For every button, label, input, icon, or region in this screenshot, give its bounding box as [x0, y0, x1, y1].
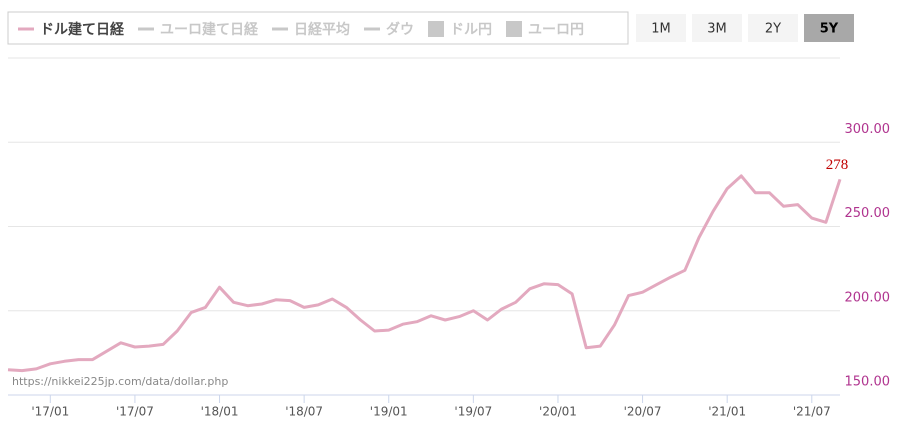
legend-label[interactable]: ドル円 — [450, 22, 492, 38]
y-tick-label: 250.00 — [845, 206, 891, 221]
range-button-label[interactable]: 3M — [707, 22, 727, 37]
legend-label[interactable]: ユーロ建て日経 — [160, 21, 259, 38]
x-tick-label: '18/07 — [285, 405, 323, 419]
legend-symbol — [428, 21, 444, 37]
source-url: https://nikkei225jp.com/data/dollar.php — [12, 375, 228, 388]
x-tick-label: '17/07 — [116, 405, 154, 419]
legend-symbol — [506, 21, 522, 37]
x-tick-label: '17/01 — [31, 405, 69, 419]
range-button-label[interactable]: 5Y — [820, 22, 839, 37]
legend-label[interactable]: 日経平均 — [294, 21, 350, 38]
x-tick-label: '19/01 — [370, 405, 408, 419]
range-button[interactable] — [636, 14, 686, 42]
x-tick-label: '19/07 — [454, 405, 492, 419]
range-button-label[interactable]: 2Y — [765, 22, 781, 37]
y-tick-label: 200.00 — [845, 290, 891, 305]
line-series — [7, 174, 842, 373]
x-tick-label: '21/01 — [708, 405, 746, 419]
y-tick-label: 300.00 — [845, 122, 891, 137]
range-button[interactable] — [692, 14, 742, 42]
range-button[interactable] — [804, 14, 854, 42]
current-value-label: 278 — [826, 157, 849, 173]
x-tick-label: '20/01 — [539, 405, 577, 419]
legend-label[interactable]: ユーロ円 — [528, 22, 584, 38]
range-button-label[interactable]: 1M — [651, 22, 671, 37]
x-tick-label: '18/01 — [201, 405, 239, 419]
y-tick-label: 150.00 — [845, 375, 891, 390]
legend-box — [7, 11, 629, 45]
legend-label[interactable]: ドル建て日経 — [40, 21, 125, 38]
legend-label[interactable]: ダウ — [386, 21, 414, 38]
range-button[interactable] — [748, 14, 798, 42]
x-tick-label: '21/07 — [793, 405, 831, 419]
x-tick-label: '20/07 — [624, 405, 662, 419]
